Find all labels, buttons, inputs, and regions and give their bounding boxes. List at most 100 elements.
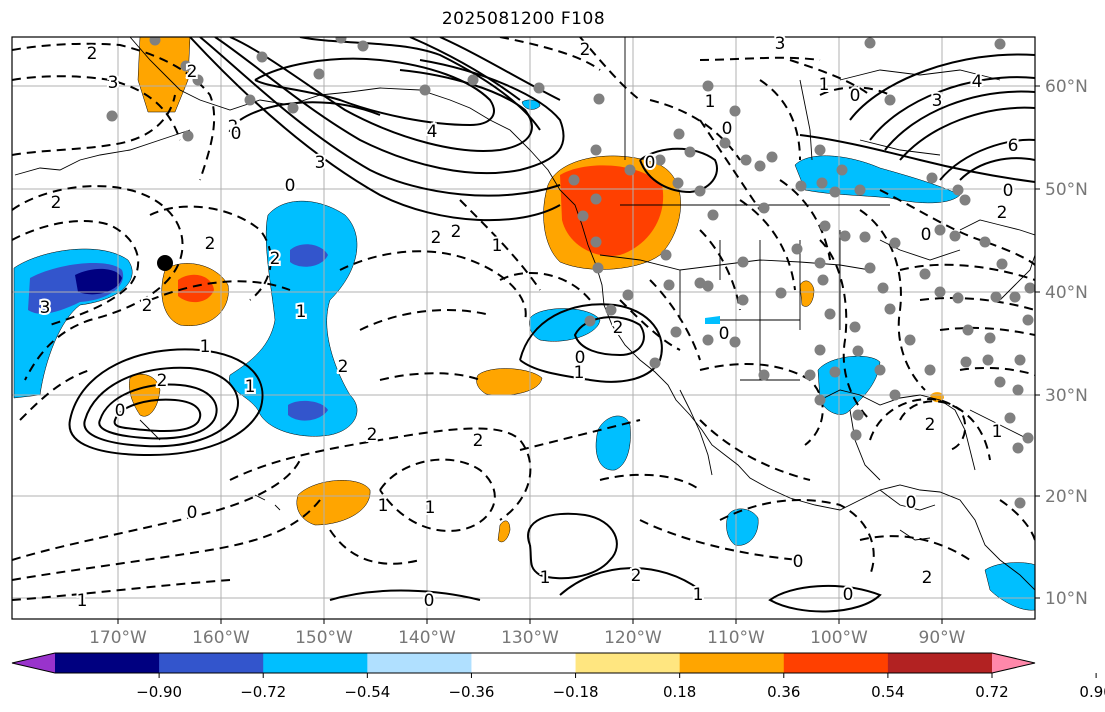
contour-label: 0 — [843, 585, 854, 605]
colorbar-label: −0.18 — [553, 683, 599, 701]
contour-label: 1 — [296, 302, 307, 322]
contour-label: 2 — [922, 568, 933, 588]
colorbar-segment — [263, 653, 368, 673]
contour-label: 6 — [1008, 136, 1019, 156]
contour-label: 2 — [205, 234, 216, 254]
contour-label: 0 — [906, 493, 917, 513]
contour-label: 1 — [992, 422, 1003, 442]
contour-label: 2 — [580, 40, 591, 60]
colorbar-segment — [471, 653, 577, 673]
colorbar: −0.90 −0.72 −0.54 −0.36 −0.18 0.18 0.36 0.54 0.7… — [11, 652, 1105, 701]
colorbar-label: 0.54 — [871, 683, 904, 701]
contour-label: 3 — [108, 73, 119, 93]
lat-label: 20°N — [1045, 487, 1088, 507]
contour-label: 1 — [693, 585, 704, 605]
contour-label: 0 — [187, 503, 198, 523]
contour-label: 3 — [40, 298, 51, 318]
lat-label: 10°N — [1045, 589, 1088, 609]
contour-label: 2 — [367, 425, 378, 445]
contour-label: 2 — [228, 117, 239, 137]
contour-label: 1 — [540, 568, 551, 588]
lon-label: 140°W — [398, 628, 456, 648]
contour-label: 2 — [431, 228, 442, 248]
longitude-axis: 170°W 160°W 150°W 140°W 130°W 120°W 110°W 100°W… — [89, 619, 966, 648]
contour-label: 2 — [338, 357, 349, 377]
contour-label: 2 — [997, 203, 1008, 223]
contour-label: 0 — [793, 552, 804, 572]
contour-label: 1 — [492, 236, 503, 256]
lon-label: 90°W — [919, 628, 966, 648]
contour-label: 0 — [115, 401, 126, 421]
contour-label: 1 — [245, 377, 256, 397]
colorbar-segment — [783, 653, 889, 673]
contour-label: 1 — [819, 75, 830, 95]
contour-label: 2 — [451, 222, 462, 242]
lat-label: 40°N — [1045, 283, 1088, 303]
contour-label: 0 — [921, 225, 932, 245]
contour-label: 1 — [425, 498, 436, 518]
lon-label: 100°W — [810, 628, 868, 648]
shading-layer — [13, 37, 1035, 611]
contour-label: 4 — [972, 72, 983, 92]
contour-label: 1 — [77, 591, 88, 611]
colorbar-outline — [11, 652, 1036, 674]
colorbar-label: 0.36 — [767, 683, 800, 701]
graticule — [12, 37, 1035, 619]
contour-label: 2 — [613, 318, 624, 338]
latitude-axis: 60°N 50°N 40°N 30°N 20°N 10°N — [1035, 77, 1088, 609]
colorbar-label: 0.18 — [663, 683, 696, 701]
map-frame — [11, 36, 1036, 620]
contour-label: 0 — [231, 124, 242, 144]
colorbar-segment — [159, 653, 264, 673]
colorbar-label: −0.72 — [240, 683, 286, 701]
contour-label: 0 — [1003, 181, 1014, 201]
contour-label: 0 — [575, 348, 586, 368]
contour-label: 1 — [200, 337, 211, 357]
contour-label: 2 — [87, 44, 98, 64]
contour-label: 0 — [850, 86, 861, 106]
contour-label: 0 — [285, 176, 296, 196]
lat-label: 30°N — [1045, 386, 1088, 406]
colorbar-extend-high — [992, 653, 1035, 673]
contour-label: 2 — [631, 566, 642, 586]
contour-label: 0 — [722, 119, 733, 139]
contour-label: 3 — [775, 34, 786, 54]
contour-label: 0 — [1003, 181, 1014, 201]
contours — [12, 37, 1035, 613]
lon-label: 150°W — [295, 628, 353, 648]
contour-label: 2 — [270, 249, 281, 269]
lat-label: 60°N — [1045, 77, 1088, 97]
colorbar-label: −0.90 — [136, 683, 182, 701]
colorbar-segment — [575, 653, 681, 673]
map-title: 2025081200 F108 — [441, 9, 606, 29]
colorbar-segment — [887, 653, 993, 673]
location-marker — [157, 255, 173, 271]
contour-label: 2 — [473, 431, 484, 451]
station-dots — [106, 37, 1035, 509]
colorbar-extend-low — [12, 653, 55, 673]
contour-label: 0 — [719, 324, 730, 344]
contour-label: 3 — [932, 91, 943, 111]
lon-label: 160°W — [192, 628, 250, 648]
contour-label: 0 — [424, 591, 435, 611]
contour-label: 1 — [378, 496, 389, 516]
colorbar-segment — [679, 653, 785, 673]
contour-label: 2 — [51, 193, 62, 213]
contour-label: 2 — [925, 415, 936, 435]
lat-label: 50°N — [1045, 180, 1088, 200]
colorbar-label: 0.90 — [1079, 683, 1105, 701]
lon-label: 170°W — [89, 628, 147, 648]
contour-label: 2 — [142, 296, 153, 316]
colorbar-segment — [367, 653, 472, 673]
contour-label: 2 — [187, 62, 198, 82]
colorbar-segment — [55, 653, 160, 673]
contour-label: 0 — [645, 153, 656, 173]
colorbar-label: −0.36 — [448, 683, 494, 701]
colorbar-label: 0.72 — [975, 683, 1008, 701]
contour-label: 1 — [705, 92, 716, 112]
contour-label: 3 — [315, 153, 326, 173]
contour-label: 4 — [427, 122, 438, 142]
lon-label: 110°W — [707, 628, 765, 648]
